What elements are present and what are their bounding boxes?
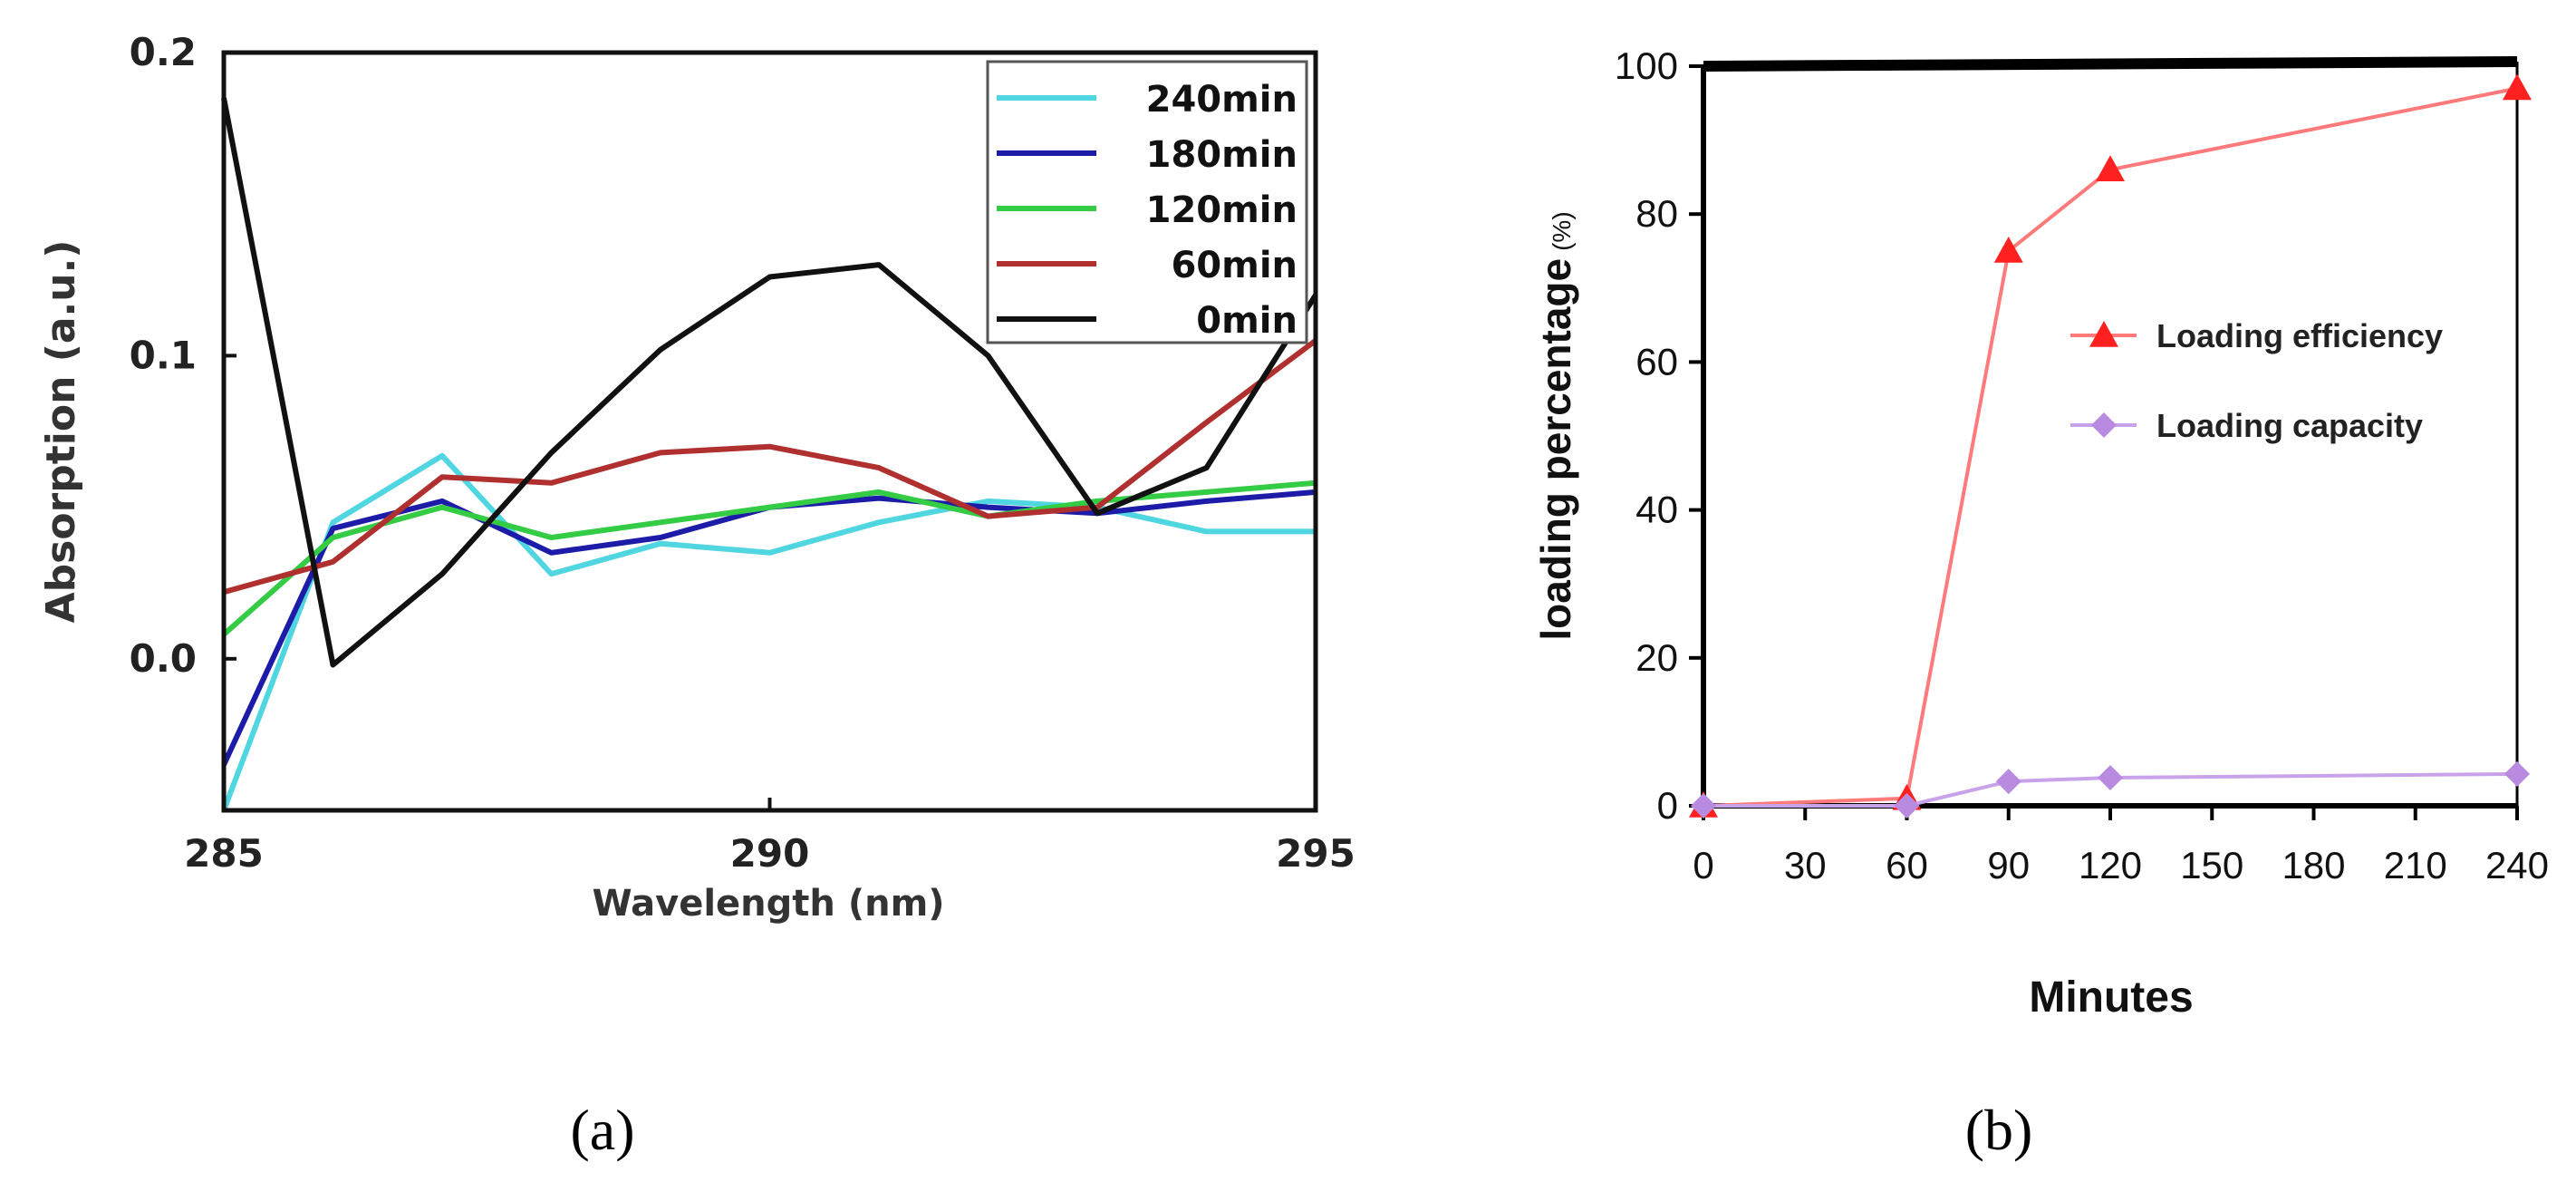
chart-b-y-tick-label: 40 (1635, 489, 1678, 531)
chart-b-y-tick-label: 80 (1635, 192, 1678, 235)
chart-b-x-tick-label: 120 (2079, 844, 2142, 886)
chart-b-y-tick-label: 0 (1657, 784, 1678, 827)
chart-a-series-60min (223, 338, 1317, 596)
chart-b-legend: Loading efficiency Loading capacity (2070, 317, 2443, 444)
chart-a-legend-label-120min: 120min (1146, 189, 1298, 231)
chart-a-legend-label-240min: 240min (1146, 79, 1298, 121)
chart-b: 0 30 60 90 120 150 180 210 240 0 20 40 60 80 100 Minu… (1532, 44, 2549, 1022)
chart-b-legend-marker-loading-efficiency (2089, 321, 2118, 347)
chart-b-point-loading-capacity (1691, 793, 1716, 818)
chart-a-y-tick-label: 0.2 (130, 30, 197, 74)
chart-b-point-loading-capacity (2098, 764, 2123, 790)
chart-b-point-loading-efficiency (2503, 73, 2532, 101)
chart-b-y-axis-label-text: loading percentage (1532, 258, 1579, 641)
chart-b-y-axis-label-group: loading percentage (%) (1532, 211, 1579, 640)
chart-b-x-tick-label: 0 (1693, 844, 1713, 886)
chart-b-x-axis-label: Minutes (2029, 973, 2193, 1022)
chart-b-y-axis-label-unit: (%) (1548, 211, 1576, 251)
chart-b-x-tick-label: 210 (2384, 844, 2447, 886)
chart-a: 285 290 295 0.0 0.1 0.2 Wavelength (nm) Abso… (38, 30, 1356, 925)
chart-a-x-axis-label: Wavelength (nm) (592, 883, 944, 925)
chart-a-x-tick-label: 295 (1276, 831, 1356, 876)
chart-b-x-tick-label: 30 (1784, 844, 1827, 886)
chart-a-legend: 240min 180min 120min 60min 0min (986, 60, 1308, 344)
chart-b-point-loading-efficiency (2096, 155, 2125, 182)
chart-a-x-tick-label: 285 (184, 831, 264, 876)
chart-a-y-ticks: 0.0 0.1 0.2 (130, 30, 236, 681)
chart-b-x-ticks: 0 30 60 90 120 150 180 210 240 (1693, 806, 2549, 886)
chart-b-point-loading-efficiency (1993, 237, 2023, 263)
chart-a-y-tick-label: 0.0 (130, 636, 197, 681)
chart-b-x-tick-label: 240 (2485, 844, 2549, 886)
chart-a-x-ticks: 285 290 295 (184, 798, 1356, 876)
chart-a-series-group (221, 97, 1318, 812)
chart-b-x-tick-label: 60 (1886, 844, 1928, 886)
chart-b-legend-label-loading-capacity: Loading capacity (2156, 407, 2423, 444)
chart-a-legend-box (986, 60, 1308, 344)
chart-b-point-loading-capacity (2504, 760, 2530, 787)
chart-b-x-tick-label: 180 (2282, 844, 2345, 886)
chart-b-legend-marker-loading-capacity (2091, 412, 2117, 438)
chart-b-y-axis-label: loading percentage (%) (1532, 211, 1579, 640)
chart-a-legend-label-0min: 0min (1196, 300, 1298, 342)
panel-label-a: (a) (570, 1098, 634, 1162)
chart-b-point-loading-capacity (1894, 793, 1920, 818)
panel-label-b: (b) (1965, 1098, 2033, 1162)
chart-a-series-240min (221, 452, 1316, 812)
chart-b-x-tick-label: 90 (1987, 844, 2030, 886)
chart-a-y-axis-label: Absorption (a.u.) (38, 240, 84, 624)
chart-b-series-loading-efficiency (1703, 86, 2518, 808)
chart-a-series-0min (221, 97, 1318, 668)
chart-b-top-border (1703, 56, 2518, 72)
chart-b-x-tick-label: 150 (2180, 844, 2243, 886)
chart-b-series-group (1689, 73, 2532, 818)
chart-b-legend-label-loading-efficiency: Loading efficiency (2156, 317, 2443, 354)
chart-b-y-tick-label: 20 (1635, 636, 1678, 679)
chart-a-legend-label-60min: 60min (1171, 245, 1298, 286)
chart-a-x-tick-label: 290 (730, 831, 810, 876)
chart-a-legend-items: 240min 180min 120min 60min 0min (997, 79, 1298, 342)
chart-a-legend-label-180min: 180min (1146, 134, 1298, 176)
chart-b-y-tick-label: 100 (1615, 44, 1678, 87)
chart-b-point-loading-capacity (1995, 769, 2021, 795)
chart-b-y-tick-label: 60 (1635, 340, 1678, 383)
chart-a-y-tick-label: 0.1 (130, 333, 197, 377)
chart-b-y-ticks: 0 20 40 60 80 100 (1615, 44, 1703, 827)
chart-a-series-180min (221, 489, 1317, 767)
